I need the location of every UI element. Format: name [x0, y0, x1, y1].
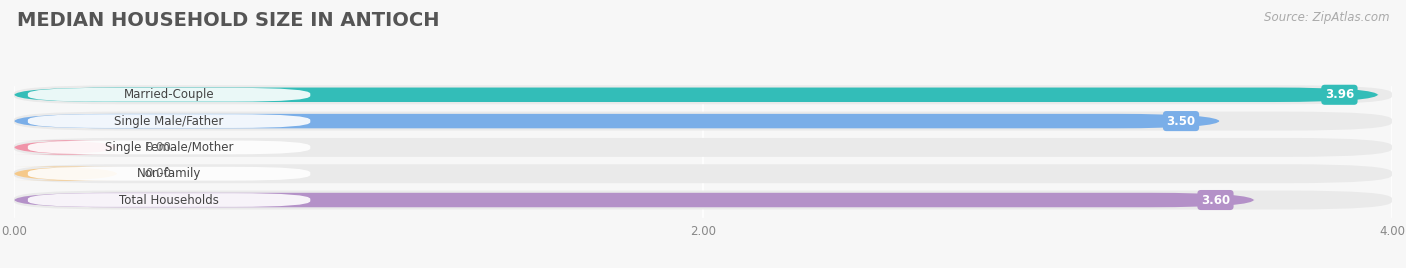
FancyBboxPatch shape	[14, 164, 1392, 183]
Text: Single Female/Mother: Single Female/Mother	[105, 141, 233, 154]
Text: Married-Couple: Married-Couple	[124, 88, 214, 101]
Text: 3.60: 3.60	[1201, 193, 1230, 207]
FancyBboxPatch shape	[14, 191, 1392, 210]
FancyBboxPatch shape	[28, 88, 311, 102]
Text: Total Households: Total Households	[120, 193, 219, 207]
FancyBboxPatch shape	[14, 88, 1378, 102]
FancyBboxPatch shape	[14, 166, 118, 181]
Text: 0.00: 0.00	[145, 141, 172, 154]
FancyBboxPatch shape	[14, 114, 1219, 128]
FancyBboxPatch shape	[28, 193, 311, 207]
FancyBboxPatch shape	[28, 114, 311, 128]
FancyBboxPatch shape	[14, 140, 118, 155]
Text: 3.50: 3.50	[1167, 115, 1195, 128]
Text: Source: ZipAtlas.com: Source: ZipAtlas.com	[1264, 11, 1389, 24]
Text: 3.96: 3.96	[1324, 88, 1354, 101]
Text: 0.00: 0.00	[145, 167, 172, 180]
FancyBboxPatch shape	[28, 167, 311, 181]
FancyBboxPatch shape	[28, 140, 311, 154]
FancyBboxPatch shape	[14, 85, 1392, 104]
Text: Non-family: Non-family	[136, 167, 201, 180]
FancyBboxPatch shape	[14, 193, 1254, 207]
FancyBboxPatch shape	[14, 138, 1392, 157]
Text: Single Male/Father: Single Male/Father	[114, 115, 224, 128]
Text: MEDIAN HOUSEHOLD SIZE IN ANTIOCH: MEDIAN HOUSEHOLD SIZE IN ANTIOCH	[17, 11, 439, 30]
FancyBboxPatch shape	[14, 111, 1392, 131]
